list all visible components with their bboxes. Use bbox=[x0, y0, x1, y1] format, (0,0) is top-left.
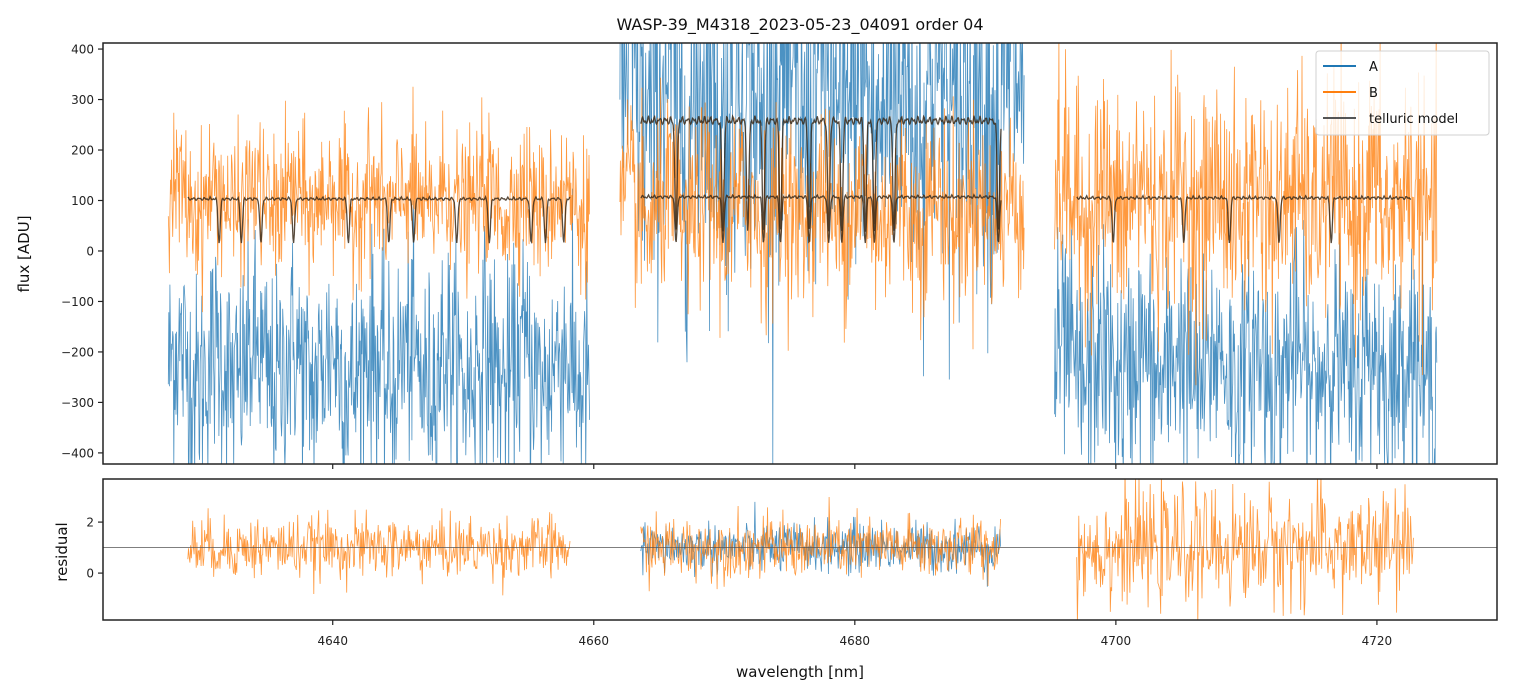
residual-series-b-segment-2 bbox=[640, 496, 1001, 592]
flux-y-axis-label: flux [ADU] bbox=[15, 215, 33, 292]
xtick-label: 4640 bbox=[317, 634, 348, 648]
flux-axes-frame bbox=[102, 42, 1498, 465]
chart-title: WASP-39_M4318_2023-05-23_04091 order 04 bbox=[616, 15, 983, 35]
flux-series-b-segment-2 bbox=[619, 77, 1025, 351]
legend: A B telluric model bbox=[1315, 50, 1490, 136]
residual-series-a-segment-1 bbox=[640, 501, 1001, 587]
telluric-model-segment-4 bbox=[1076, 194, 1412, 244]
flux-ytick-label: −200 bbox=[61, 345, 94, 359]
flux-ytick-label: −100 bbox=[61, 295, 94, 309]
flux-ytick-label: 0 bbox=[86, 244, 94, 258]
residual-series-b-segment-3 bbox=[1076, 479, 1414, 620]
legend-box bbox=[1315, 50, 1490, 136]
flux-ytick-label: 300 bbox=[71, 93, 94, 107]
flux-series-a-segment-3 bbox=[1054, 220, 1438, 464]
xtick-label: 4660 bbox=[578, 634, 609, 648]
legend-label-a: A bbox=[1369, 60, 1378, 75]
legend-label-b: B bbox=[1369, 86, 1378, 101]
residual-series-b-segment-1 bbox=[187, 508, 571, 596]
xtick-label: 4700 bbox=[1101, 634, 1132, 648]
telluric-model-segment-3 bbox=[640, 193, 1002, 244]
xtick-label: 4680 bbox=[840, 634, 871, 648]
xtick-label: 4720 bbox=[1362, 634, 1393, 648]
flux-series-b-segment-3 bbox=[1054, 43, 1438, 386]
flux-series-a-segment-2 bbox=[619, 43, 1025, 464]
flux-ytick-label: 400 bbox=[71, 43, 94, 57]
flux-panel: −400 −300 −200 −100 0 100 200 300 400 flux [ADU] bbox=[15, 42, 1498, 469]
flux-ytick-label: −400 bbox=[61, 446, 94, 460]
residual-y-axis-label: residual bbox=[53, 522, 71, 581]
residual-ytick-label: 2 bbox=[86, 516, 94, 530]
residual-ytick-label: 0 bbox=[86, 567, 94, 581]
flux-series-b-segment-1 bbox=[167, 86, 590, 313]
flux-ytick-label: −300 bbox=[61, 396, 94, 410]
legend-label-telluric: telluric model bbox=[1369, 112, 1458, 127]
x-axis-label: wavelength [nm] bbox=[736, 663, 864, 681]
flux-ytick-label: 200 bbox=[71, 144, 94, 158]
flux-series-a-segment-1 bbox=[167, 188, 590, 464]
residual-axes-frame bbox=[102, 478, 1498, 621]
telluric-model-segment-2 bbox=[640, 114, 1002, 232]
residual-panel: 0 2 4640 4660 4680 4700 4720 residual wavelen… bbox=[53, 478, 1498, 681]
flux-ytick-label: 100 bbox=[71, 194, 94, 208]
telluric-model-segment-1 bbox=[187, 194, 571, 244]
